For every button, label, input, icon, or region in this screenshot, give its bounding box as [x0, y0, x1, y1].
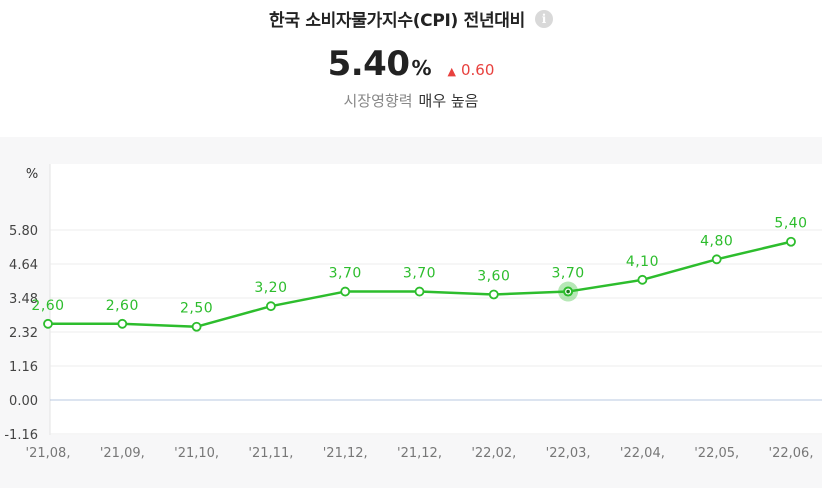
data-point: [117, 318, 128, 329]
data-label: 4,10: [626, 254, 659, 270]
data-label: 2,60: [31, 298, 64, 314]
change-value: 0.60: [461, 61, 495, 79]
info-icon[interactable]: i: [534, 9, 553, 28]
data-point: [43, 318, 53, 329]
x-tick-label: '21,09,: [100, 446, 145, 461]
chart-title: 한국 소비자물가지수(CPI) 전년대비: [269, 11, 525, 31]
y-tick-label: 2.32: [9, 326, 38, 341]
y-tick-label: -1.16: [4, 428, 38, 443]
x-tick-label: '22,06,: [769, 446, 814, 461]
chart-area: % 5.80 4.64 3.48 2.32 1.16 0.00 -1.16 '21,08, '21…: [0, 137, 822, 488]
data-point: [191, 321, 202, 332]
y-tick-label: 1.16: [9, 360, 38, 375]
data-label: 3,70: [329, 266, 362, 282]
impact-label: 시장영향력: [343, 92, 413, 110]
data-point: [488, 289, 499, 300]
data-label: 4,80: [700, 233, 733, 249]
title-row: 한국 소비자물가지수(CPI) 전년대비 i: [0, 6, 822, 31]
triangle-up-icon: ▲: [447, 65, 456, 78]
market-impact: 시장영향력 매우 높음: [0, 90, 822, 111]
data-label: 3,70: [403, 266, 436, 282]
data-point: [414, 286, 425, 297]
impact-value: 매우 높음: [418, 92, 479, 110]
value-row: 5.40 % ▲ 0.60: [0, 44, 822, 84]
y-tick-label: 5.80: [9, 224, 38, 239]
data-label: 2,60: [106, 298, 139, 314]
x-tick-label: '21,11,: [248, 446, 293, 461]
data-label: 5,40: [774, 216, 807, 232]
plot-background: [50, 164, 822, 435]
change-indicator: ▲ 0.60: [448, 61, 495, 79]
x-tick-label: '22,04,: [620, 446, 665, 461]
data-point-center: [566, 289, 570, 294]
x-tick-label: '21,12,: [397, 446, 442, 461]
data-label: 3,20: [254, 280, 287, 296]
data-point: [340, 286, 351, 297]
x-tick-label: '21,12,: [323, 446, 368, 461]
y-axis-unit: %: [26, 167, 38, 182]
indicator-header: 한국 소비자물가지수(CPI) 전년대비 i 5.40 % ▲ 0.60 시장영…: [0, 0, 822, 137]
y-tick-label: 0.00: [9, 394, 38, 409]
data-label: 2,50: [180, 301, 213, 317]
data-point: [711, 254, 722, 265]
data-point: [265, 301, 276, 312]
x-tick-label: '21,08,: [26, 446, 71, 461]
x-tick-label: '22,03,: [546, 446, 591, 461]
line-chart: % 5.80 4.64 3.48 2.32 1.16 0.00 -1.16 '21,08, '21…: [4, 164, 822, 461]
x-tick-label: '22,02,: [471, 446, 516, 461]
y-tick-label: 4.64: [9, 258, 38, 273]
data-point: [786, 236, 796, 247]
data-point: [637, 274, 648, 285]
x-tick-label: '21,10,: [174, 446, 219, 461]
value-unit: %: [411, 56, 432, 80]
data-label: 3,70: [552, 266, 585, 282]
x-tick-label: '22,05,: [694, 446, 739, 461]
y-tick-label: 3.48: [9, 292, 38, 307]
current-value: 5.40: [327, 44, 410, 84]
data-label: 3,60: [477, 268, 510, 284]
